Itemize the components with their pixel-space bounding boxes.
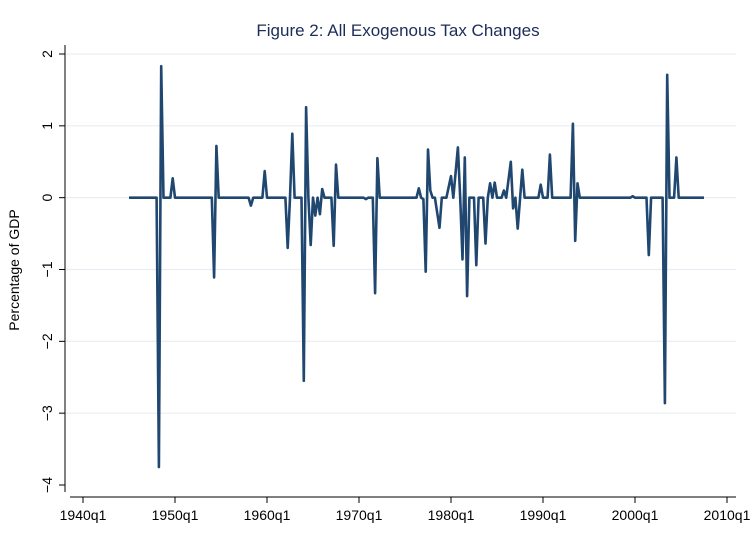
x-tick-label: 1960q1 [244, 507, 291, 523]
y-axis-label: Percentage of GDP [6, 209, 22, 330]
y-tick-label: −4 [39, 477, 55, 493]
x-tick-label: 1980q1 [428, 507, 475, 523]
x-tick-label: 2000q1 [612, 507, 659, 523]
x-ticks: 1940q1 1950q1 1960q1 1970q1 1980q1 1990q1 2000… [60, 497, 751, 523]
chart-title: Figure 2: All Exogenous Tax Changes [256, 21, 539, 40]
x-tick-label: 1950q1 [152, 507, 199, 523]
y-tick-label: 0 [39, 194, 55, 202]
axes [64, 45, 736, 498]
y-tick-label: 1 [39, 122, 55, 130]
x-tick-label: 1990q1 [520, 507, 567, 523]
y-ticks: −4 −3 −2 −1 0 1 2 [39, 50, 65, 493]
y-tick-label: −3 [39, 405, 55, 421]
series-line [129, 64, 704, 469]
x-tick-label: 1940q1 [60, 507, 107, 523]
y-tick-label: −2 [39, 333, 55, 349]
y-tick-label: 2 [39, 50, 55, 58]
y-tick-label: −1 [39, 261, 55, 277]
gridlines [66, 53, 736, 414]
x-tick-label: 1970q1 [336, 507, 383, 523]
x-tick-label: 2010q1 [704, 507, 751, 523]
